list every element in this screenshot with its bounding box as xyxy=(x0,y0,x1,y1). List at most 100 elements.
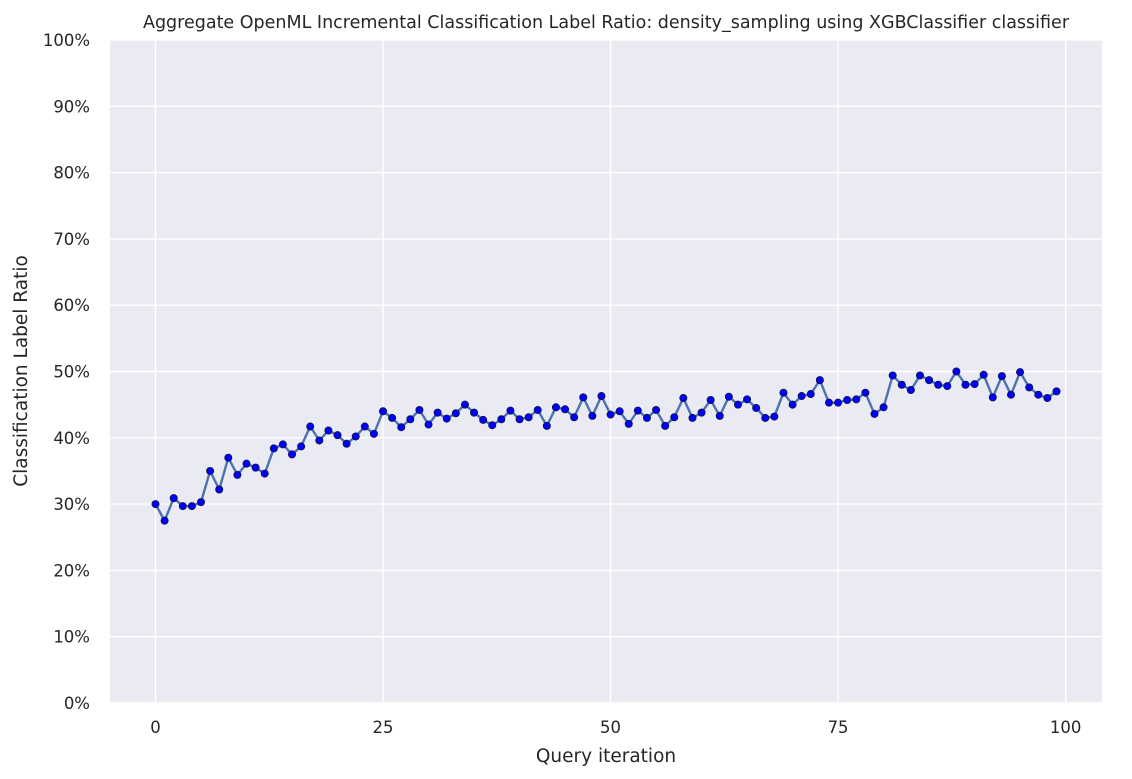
data-point xyxy=(988,393,997,402)
data-point xyxy=(333,431,342,440)
y-tick-label: 60% xyxy=(53,296,90,315)
data-point xyxy=(934,380,943,389)
data-point xyxy=(561,405,570,414)
data-point xyxy=(470,408,479,417)
data-point xyxy=(169,494,178,503)
data-point xyxy=(379,407,388,416)
y-tick-label: 80% xyxy=(53,164,90,183)
data-point xyxy=(415,405,424,414)
data-point xyxy=(970,380,979,389)
data-point xyxy=(815,376,824,385)
data-point xyxy=(1016,368,1025,377)
tick-labels: 0% 10% 20% 30% 40% 50% 60% 70% 80% 90% 100% 0 25 50 75… xyxy=(43,31,1082,737)
data-point xyxy=(178,502,187,511)
x-tick-label: 25 xyxy=(373,718,394,737)
data-point xyxy=(233,470,242,479)
data-point xyxy=(724,392,733,401)
data-point xyxy=(315,436,324,445)
data-point xyxy=(925,376,934,385)
grid-lines xyxy=(110,39,1102,704)
data-point xyxy=(324,426,333,435)
data-point xyxy=(997,372,1006,381)
data-point xyxy=(624,419,633,428)
data-point xyxy=(197,498,206,507)
data-point xyxy=(215,485,224,494)
data-point xyxy=(697,408,706,417)
series xyxy=(151,367,1061,525)
data-point xyxy=(579,393,588,402)
data-point xyxy=(615,407,624,416)
data-point xyxy=(406,415,415,424)
x-tick-label: 75 xyxy=(828,718,849,737)
y-tick-label: 40% xyxy=(53,429,90,448)
x-tick-label: 0 xyxy=(150,718,161,737)
data-point xyxy=(497,415,506,424)
data-point xyxy=(160,516,169,525)
data-point xyxy=(515,415,524,424)
data-point xyxy=(906,386,915,395)
data-point xyxy=(506,406,515,415)
x-tick-label: 100 xyxy=(1050,718,1082,737)
data-point xyxy=(797,392,806,401)
data-point xyxy=(588,411,597,420)
data-point xyxy=(943,382,952,391)
data-point xyxy=(1043,394,1052,403)
y-tick-label: 70% xyxy=(53,230,90,249)
data-point xyxy=(834,398,843,407)
data-point xyxy=(679,394,688,403)
data-point xyxy=(952,367,961,376)
data-point xyxy=(879,403,888,412)
data-point xyxy=(661,421,670,430)
y-tick-label: 90% xyxy=(53,97,90,116)
data-point xyxy=(388,413,397,422)
y-axis-label: Classification Label Ratio xyxy=(11,255,32,487)
data-point xyxy=(752,403,761,412)
data-point xyxy=(770,412,779,421)
data-point xyxy=(652,405,661,414)
y-tick-label: 50% xyxy=(53,363,90,382)
data-point xyxy=(788,400,797,409)
data-point xyxy=(961,380,970,389)
data-point xyxy=(206,466,215,475)
data-point xyxy=(1052,387,1061,396)
data-point xyxy=(670,413,679,422)
y-tick-label: 100% xyxy=(43,31,90,50)
data-point xyxy=(551,403,560,412)
data-point xyxy=(187,502,196,511)
data-point xyxy=(870,409,879,418)
data-point xyxy=(706,396,715,405)
x-tick-label: 50 xyxy=(600,718,621,737)
y-tick-label: 0% xyxy=(64,694,90,713)
data-point xyxy=(342,439,351,448)
data-point xyxy=(151,500,160,509)
data-point xyxy=(606,410,615,419)
data-point xyxy=(451,409,460,418)
data-point xyxy=(570,413,579,422)
data-point xyxy=(715,411,724,420)
y-tick-label: 30% xyxy=(53,495,90,514)
data-point xyxy=(306,422,315,431)
data-point xyxy=(224,453,233,462)
data-point xyxy=(251,463,260,472)
data-point xyxy=(915,371,924,380)
data-point xyxy=(442,414,451,423)
data-point xyxy=(360,422,369,431)
x-axis-label: Query iteration xyxy=(536,746,676,767)
series-line xyxy=(154,370,1058,522)
data-point xyxy=(861,388,870,397)
data-point xyxy=(979,370,988,379)
data-point xyxy=(424,420,433,429)
data-point xyxy=(688,413,697,422)
data-point xyxy=(633,406,642,415)
y-tick-label: 10% xyxy=(53,628,90,647)
data-point xyxy=(433,408,442,417)
data-point xyxy=(242,459,251,468)
data-point xyxy=(1034,390,1043,399)
chart-title: Aggregate OpenML Incremental Classificat… xyxy=(143,13,1070,33)
data-point xyxy=(642,413,651,422)
data-point xyxy=(852,395,861,404)
data-point xyxy=(369,429,378,438)
data-point xyxy=(479,415,488,424)
data-point xyxy=(297,442,306,451)
